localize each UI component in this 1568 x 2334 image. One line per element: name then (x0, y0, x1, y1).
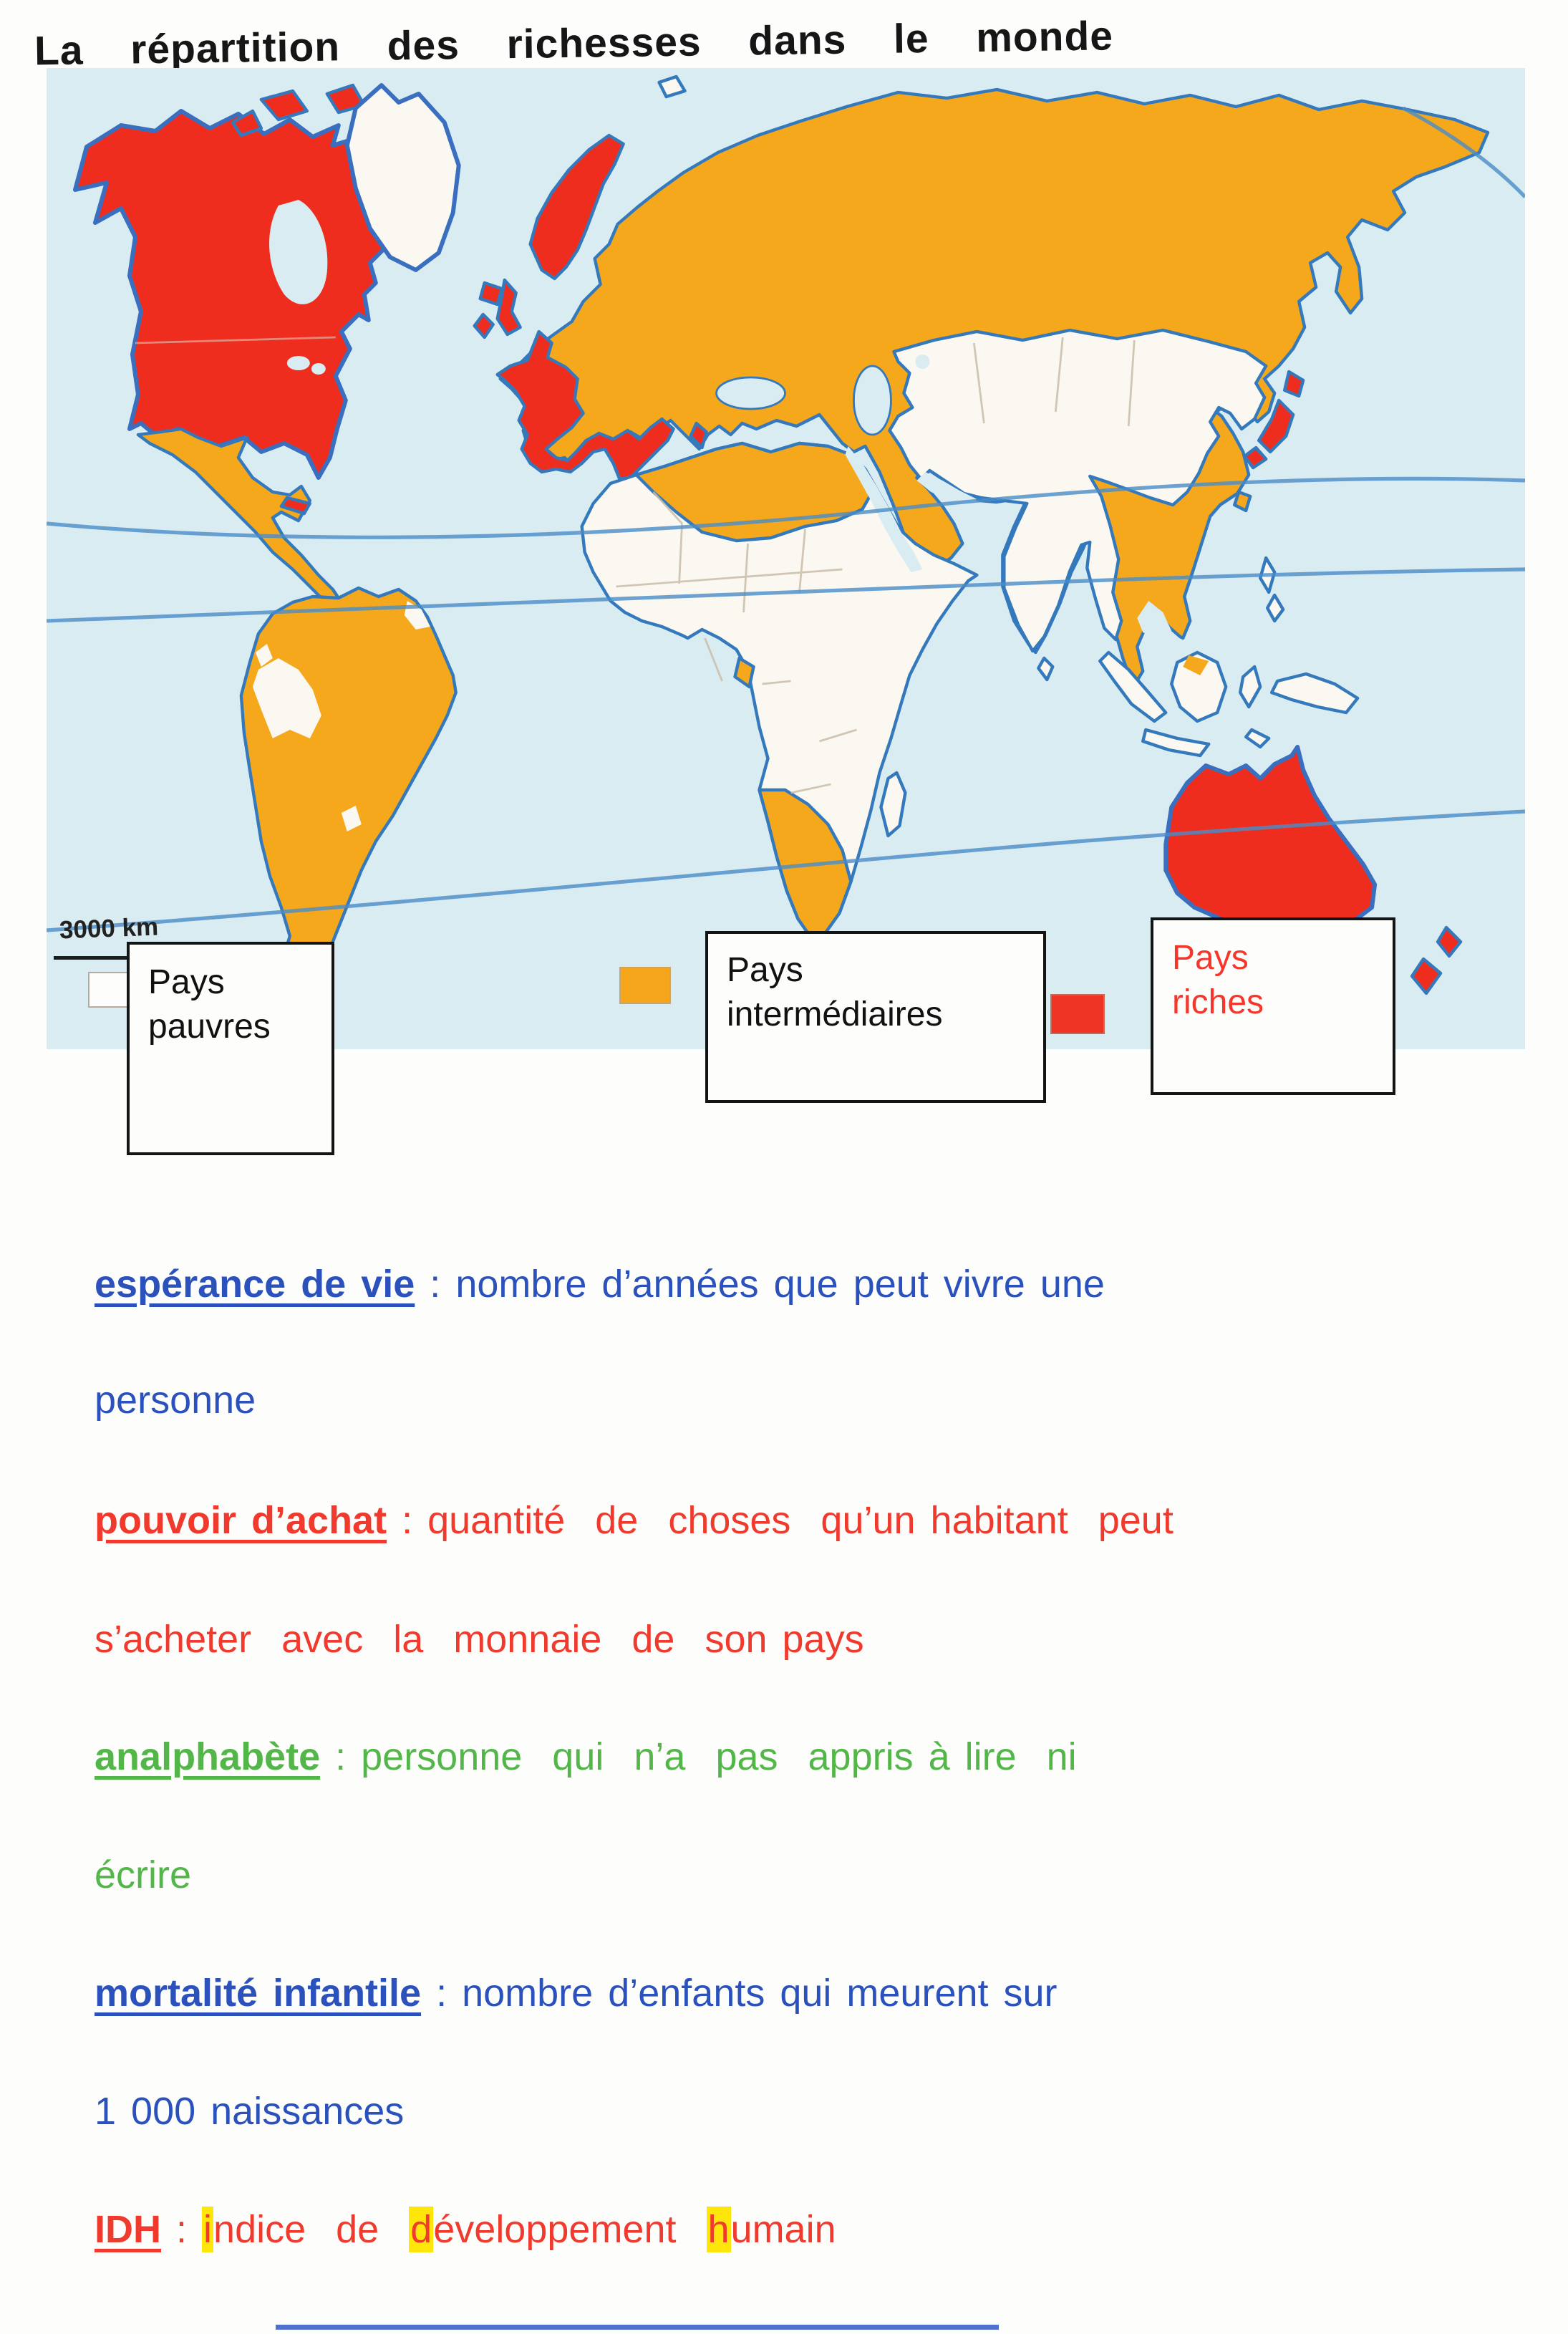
greece (689, 421, 708, 450)
definition-text: 1 000 naissances (95, 2090, 405, 2133)
definition-term: analphabète (95, 1735, 321, 1778)
definition-idh: IDH : indice de développement humain (34, 2163, 836, 2296)
equator-line (47, 567, 1525, 623)
legend-box-intermediate: Pays intermédiaires (705, 931, 1046, 1103)
us-canada-border (135, 336, 336, 344)
greenland (344, 83, 461, 272)
north-america (72, 109, 395, 480)
definition-text: s’acheter avec la monnaie de son pays (95, 1618, 864, 1661)
definition-pouvoir-line1: pouvoir d’achat : quantité de choses qu’… (34, 1454, 1173, 1587)
java (1141, 728, 1211, 758)
legend-swatch-rich (1050, 994, 1105, 1034)
legend-label: pauvres (148, 1008, 271, 1046)
definition-analphabete-line1: analphabète : personne qui n’a pas appri… (34, 1690, 1077, 1823)
peru-bolivia-patch (252, 658, 321, 738)
highlighted-letter: d (409, 2207, 434, 2252)
borneo (1170, 650, 1228, 723)
page-title: La répartition des richesses dans le mon… (34, 13, 1114, 74)
sumatra (1098, 650, 1168, 723)
sri-lanka (1037, 656, 1055, 682)
definition-text: umain (730, 2208, 836, 2251)
map-scale-bar (54, 956, 155, 960)
taiwan (1232, 490, 1252, 513)
legend-box-rich: Pays riches (1151, 917, 1395, 1095)
arctic-circle-line (1402, 106, 1525, 198)
definition-text: personne (95, 1379, 256, 1422)
scanner-artifact-line (276, 2325, 999, 2330)
definition-mortalite-line2: 1 000 naissances (34, 2045, 404, 2178)
scandinavia (528, 133, 625, 281)
iceland (478, 281, 503, 307)
highlighted-letter: h (706, 2207, 731, 2252)
definition-separator: : (387, 1499, 428, 1542)
definition-term: IDH (95, 2208, 162, 2251)
definition-separator: : (421, 1972, 463, 2015)
aral-sea (915, 355, 930, 369)
sulawesi (1238, 665, 1262, 709)
definition-text: ndice de (213, 2208, 410, 2251)
definition-text: nombre d’années que peut vivre une (455, 1263, 1105, 1306)
legend-label: riches (1172, 983, 1264, 1022)
great-lakes-2 (311, 363, 326, 375)
hudson-bay (269, 200, 328, 304)
world-map-svg (47, 68, 1525, 1049)
legend-label: Pays (727, 951, 803, 989)
gabon-patch (733, 656, 755, 689)
definition-text: quantité de choses qu’un habitant peut (427, 1499, 1173, 1542)
definition-text: éveloppement (433, 2208, 707, 2251)
southern-africa-intermediate (758, 788, 853, 935)
definition-esperance-line1: espérance de vie : nombre d’années que p… (34, 1217, 1105, 1351)
definition-pouvoir-line2: s’acheter avec la monnaie de son pays (34, 1573, 864, 1706)
tropic-of-cancer-line (47, 476, 1525, 539)
map-scale-label: 3000 km (59, 912, 159, 945)
great-britain (495, 278, 522, 337)
western-europe (495, 329, 675, 483)
svalbard (657, 74, 687, 99)
persian-gulf (916, 472, 977, 508)
paraguay-patch (341, 806, 362, 831)
definition-separator: : (161, 2208, 203, 2251)
japan (1242, 370, 1305, 470)
ecuador-patch (255, 644, 273, 667)
malaysia-borneo-patch (1183, 655, 1209, 675)
tropic-of-capricorn-line (47, 809, 1525, 932)
definition-text: personne qui n’a pas appris à lire ni (361, 1735, 1077, 1778)
definition-esperance-line2: personne (34, 1334, 256, 1467)
country-borders (616, 337, 1136, 794)
definition-separator: : (415, 1263, 456, 1306)
definition-text: écrire (95, 1853, 192, 1896)
new-zealand (1410, 925, 1463, 995)
legend-label: Pays (148, 963, 225, 1001)
definition-term: espérance de vie (95, 1263, 415, 1306)
great-lakes (286, 356, 310, 370)
legend-swatch-intermediate (619, 967, 671, 1004)
definition-text: nombre d’enfants qui meurent sur (462, 1972, 1058, 2015)
cuba (279, 496, 312, 516)
ireland (473, 312, 495, 339)
world-map-figure: 3000 km Pays pauvres Pays intermédiaires… (47, 68, 1525, 1155)
timor (1244, 728, 1271, 749)
definition-term: mortalité infantile (95, 1972, 422, 2015)
legend-label: Pays (1172, 939, 1249, 977)
new-guinea (1269, 672, 1360, 715)
legend-label: intermédiaires (727, 995, 943, 1034)
black-sea (715, 376, 786, 410)
definition-separator: : (320, 1735, 362, 1778)
caspian-sea (853, 365, 892, 436)
highlighted-letter: i (202, 2207, 214, 2252)
madagascar (879, 771, 907, 838)
gulf-of-thailand (1137, 601, 1172, 638)
definition-analphabete-line2: écrire (34, 1808, 191, 1942)
definition-mortalite-line1: mortalité infantile : nombre d’enfants q… (34, 1926, 1058, 2060)
definition-term: pouvoir d’achat (95, 1499, 387, 1542)
legend-box-poor: Pays pauvres (127, 942, 334, 1155)
